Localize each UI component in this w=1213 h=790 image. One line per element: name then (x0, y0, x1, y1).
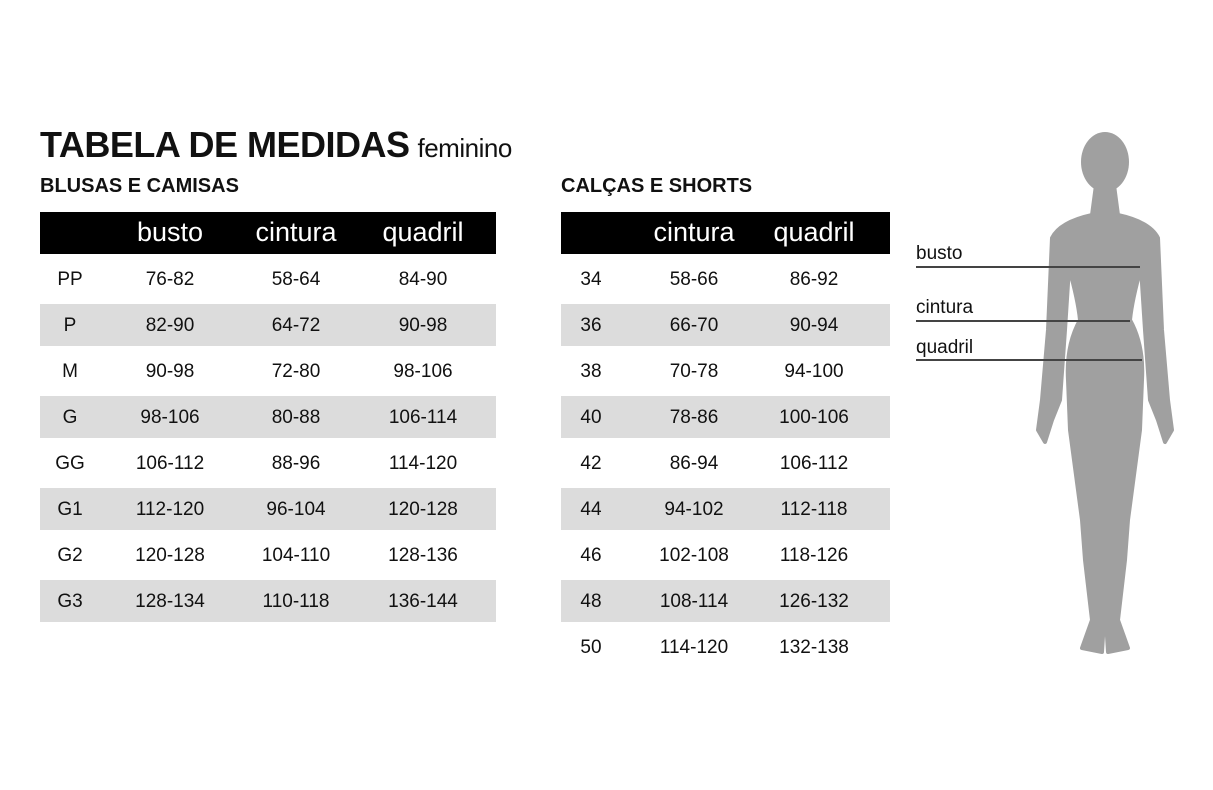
measure-cell: 90-98 (145, 361, 195, 382)
column-header: cintura (255, 217, 337, 247)
table-row: 46 102-108 118-126 (561, 534, 890, 576)
size-cell: G3 (57, 591, 83, 612)
measure-cell: 112-118 (780, 499, 848, 520)
size-cell: G2 (57, 545, 83, 566)
measure-cell: 110-118 (262, 591, 330, 612)
measure-cell: 120-128 (388, 499, 458, 520)
measure-cell: 72-80 (271, 361, 321, 382)
size-cell: G (62, 407, 78, 428)
measure-cell: 94-102 (664, 499, 724, 520)
calcas-table: cintura quadril 34 58-66 86-92 36 66-70 90-94 38… (561, 212, 890, 668)
measure-cell: 112-120 (135, 499, 205, 520)
measure-cell: 106-114 (388, 407, 458, 428)
measure-cell: 58-64 (271, 269, 321, 290)
size-cell: 44 (580, 499, 602, 520)
size-cell: 38 (580, 361, 602, 382)
size-cell: M (62, 361, 78, 382)
measure-cell: 132-138 (779, 637, 849, 658)
measure-cell: 98-106 (393, 361, 453, 382)
figure-label-cintura: cintura (916, 297, 974, 318)
table-row: G3 128-134 110-118 136-144 (40, 580, 496, 622)
size-cell: 34 (580, 269, 602, 290)
measure-cell: 76-82 (145, 269, 195, 290)
measure-cell: 86-92 (789, 269, 839, 290)
measure-cell: 100-106 (779, 407, 849, 428)
measure-cell: 114-120 (659, 637, 729, 658)
table-row: GG 106-112 88-96 114-120 (40, 442, 496, 484)
size-cell: G1 (57, 499, 83, 520)
measure-cell: 114-120 (388, 453, 458, 474)
column-header: quadril (773, 217, 855, 247)
measure-cell: 96-104 (266, 499, 326, 520)
measure-cell: 104-110 (261, 545, 331, 566)
title-text: TABELA DE MEDIDAS (40, 124, 410, 165)
size-cell: 48 (580, 591, 602, 612)
measure-cell: 64-72 (271, 315, 321, 336)
column-header: quadril (382, 217, 464, 247)
table-row: 50 114-120 132-138 (561, 626, 890, 668)
size-cell: PP (57, 269, 83, 290)
cintura-line (916, 320, 1130, 322)
table-row: 36 66-70 90-94 (561, 304, 890, 346)
measure-cell: 102-108 (659, 545, 729, 566)
size-cell: GG (55, 453, 85, 474)
table-header: cintura quadril (561, 212, 890, 254)
measure-cell: 94-100 (784, 361, 844, 382)
table-row: M 90-98 72-80 98-106 (40, 350, 496, 392)
table-row: G2 120-128 104-110 128-136 (40, 534, 496, 576)
measure-cell: 128-136 (388, 545, 458, 566)
size-cell: 36 (580, 315, 602, 336)
measure-cell: 108-114 (659, 591, 729, 612)
measure-cell: 84-90 (398, 269, 448, 290)
column-header: busto (136, 217, 204, 247)
table-row: G1 112-120 96-104 120-128 (40, 488, 496, 530)
figure-label-quadril: quadril (916, 337, 974, 358)
measure-cell: 120-128 (135, 545, 205, 566)
measure-cell: 80-88 (271, 407, 321, 428)
table-row: 34 58-66 86-92 (561, 258, 890, 300)
measure-cell: 82-90 (145, 315, 195, 336)
table-row: P 82-90 64-72 90-98 (40, 304, 496, 346)
figure-label-busto: busto (916, 243, 963, 264)
measure-cell: 136-144 (388, 591, 458, 612)
figure-body (1036, 183, 1174, 654)
figure-head (1081, 132, 1129, 192)
page-title: TABELA DE MEDIDAS feminino (40, 124, 512, 166)
table-row: 48 108-114 126-132 (561, 580, 890, 622)
blusas-heading: BLUSAS E CAMISAS (40, 175, 239, 197)
table-row: 40 78-86 100-106 (561, 396, 890, 438)
size-cell: 46 (580, 545, 602, 566)
measure-cell: 58-66 (669, 269, 719, 290)
measure-cell: 126-132 (779, 591, 849, 612)
size-cell: 42 (580, 453, 602, 474)
quadril-line (916, 359, 1142, 361)
measure-cell: 90-94 (789, 315, 839, 336)
size-cell: 50 (580, 637, 602, 658)
busto-line (916, 266, 1140, 268)
table-row: PP 76-82 58-64 84-90 (40, 258, 496, 300)
measure-cell: 66-70 (669, 315, 719, 336)
column-header: cintura (653, 217, 735, 247)
measure-cell: 128-134 (135, 591, 205, 612)
size-cell: P (63, 315, 77, 336)
calcas-heading: CALÇAS E SHORTS (561, 175, 753, 197)
measure-cell: 98-106 (140, 407, 200, 428)
measure-cell: 90-98 (398, 315, 448, 336)
blusas-table: busto cintura quadril PP 76-82 58-64 84-90 P 82-… (40, 212, 496, 622)
table-row: G 98-106 80-88 106-114 (40, 396, 496, 438)
measure-cell: 106-112 (779, 453, 849, 474)
measure-cell: 88-96 (271, 453, 321, 474)
size-cell: 40 (580, 407, 602, 428)
table-header: busto cintura quadril (40, 212, 496, 254)
table-row: 44 94-102 112-118 (561, 488, 890, 530)
measure-cell: 86-94 (669, 453, 719, 474)
table-row: 42 86-94 106-112 (561, 442, 890, 484)
subtitle-text: feminino (417, 133, 513, 163)
measure-cell: 78-86 (669, 407, 719, 428)
measure-cell: 118-126 (779, 545, 849, 566)
measure-cell: 70-78 (669, 361, 719, 382)
table-row: 38 70-78 94-100 (561, 350, 890, 392)
measure-cell: 106-112 (135, 453, 205, 474)
